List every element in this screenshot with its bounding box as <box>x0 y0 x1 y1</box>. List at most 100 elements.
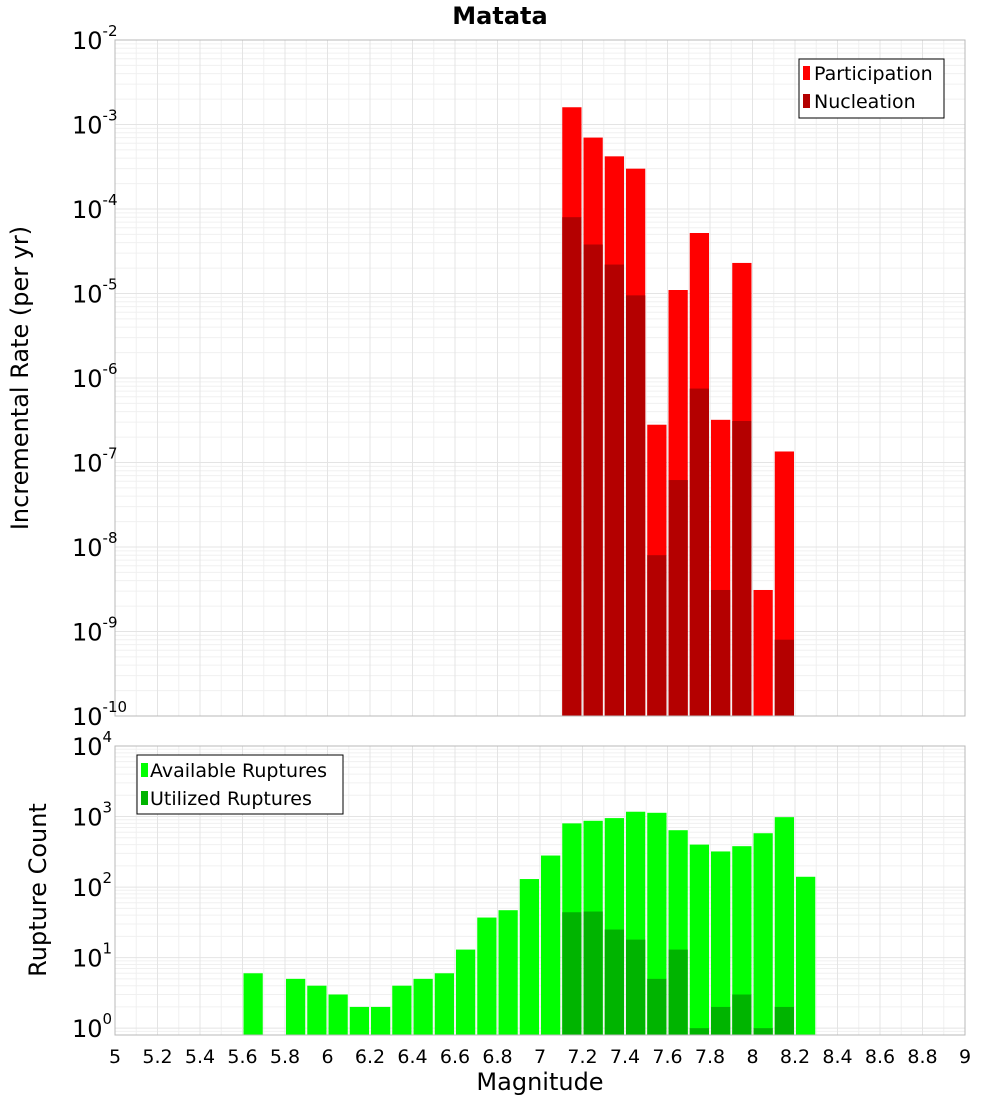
count-grid <box>115 745 965 1035</box>
count-bar-available-ruptures <box>307 985 327 1035</box>
rate-bar-participation <box>753 589 773 716</box>
count-plot-frame <box>114 745 966 1036</box>
x-tick-label: 8.8 <box>907 1046 937 1068</box>
rate-bar-nucleation <box>774 639 794 716</box>
x-tick-label: 6.6 <box>440 1046 470 1068</box>
count-bar-available-ruptures <box>371 1006 391 1035</box>
count-bars <box>243 811 816 1035</box>
x-tick-label: 5.2 <box>142 1046 172 1068</box>
rate-bar-nucleation <box>626 295 646 716</box>
count-y-tick-label: 104 <box>72 728 112 761</box>
rate-bar-nucleation <box>562 217 582 716</box>
count-bar-available-ruptures <box>541 855 561 1035</box>
count-legend: Available Ruptures Utilized Ruptures <box>136 754 344 815</box>
count-bar-utilized-ruptures <box>583 911 603 1035</box>
count-bar-utilized-ruptures <box>647 978 667 1035</box>
count-bar-available-ruptures <box>328 994 348 1035</box>
count-bar-utilized-ruptures <box>689 1028 709 1035</box>
rate-plot-frame <box>114 39 966 717</box>
x-tick-label: 6.4 <box>397 1046 427 1068</box>
x-tick-label: 7.4 <box>610 1046 640 1068</box>
x-tick-labels: 5 5.2 5.4 5.6 5.8 6 6.2 6.4 6.6 6.8 7 7.2 7.4 7.6 7.8 8… <box>109 1046 971 1068</box>
legend-label-available: Available Ruptures <box>150 760 327 782</box>
rate-bar-nucleation <box>711 589 731 716</box>
rate-y-axis-label: Incremental Rate (per yr) <box>6 226 34 530</box>
rate-bar-nucleation <box>668 480 688 716</box>
count-y-tick-label: 100 <box>72 1010 112 1043</box>
rate-y-tick-label: 10-8 <box>72 529 118 562</box>
rate-bar-nucleation <box>647 555 667 716</box>
rate-bar-nucleation <box>689 388 709 716</box>
rate-y-tick-label: 10-7 <box>72 445 118 478</box>
rate-y-tick-label: 10-10 <box>72 698 127 731</box>
x-tick-label: 8.4 <box>822 1046 852 1068</box>
legend-label-utilized: Utilized Ruptures <box>150 788 312 810</box>
count-y-ticks: 104 103 102 101 100 <box>72 728 112 1043</box>
count-bar-available-ruptures <box>753 833 773 1035</box>
x-tick-label: 5.4 <box>185 1046 215 1068</box>
count-bar-utilized-ruptures <box>753 1028 773 1035</box>
count-bar-utilized-ruptures <box>774 1006 794 1035</box>
count-bar-available-ruptures <box>349 1006 369 1035</box>
rate-y-tick-label: 10-6 <box>72 360 118 393</box>
x-tick-label: 7 <box>534 1046 546 1068</box>
legend-swatch-participation <box>803 66 810 80</box>
rate-panel: 10-2 10-3 10-4 10-5 10-6 10-7 10-8 10-9 10-10 In… <box>6 22 966 731</box>
x-tick-label: 8 <box>746 1046 758 1068</box>
rate-y-ticks: 10-2 10-3 10-4 10-5 10-6 10-7 10-8 10-9 10-10 <box>72 22 127 731</box>
count-bar-available-ruptures <box>732 846 752 1035</box>
count-bar-available-ruptures <box>413 978 433 1035</box>
rate-y-tick-label: 10-3 <box>72 107 118 140</box>
count-bar-utilized-ruptures <box>562 912 582 1035</box>
x-tick-label: 6.2 <box>355 1046 385 1068</box>
count-bar-available-ruptures <box>477 917 497 1035</box>
legend-label-nucleation: Nucleation <box>814 91 916 113</box>
count-y-axis-label: Rupture Count <box>24 803 52 977</box>
count-bar-available-ruptures <box>498 910 518 1035</box>
x-tick-label: 8.2 <box>780 1046 810 1068</box>
rate-y-tick-label: 10-9 <box>72 614 118 647</box>
count-bar-available-ruptures <box>796 876 816 1035</box>
rate-legend-box <box>798 58 945 119</box>
count-bar-available-ruptures <box>456 949 476 1035</box>
count-bar-available-ruptures <box>286 978 306 1035</box>
count-bar-available-ruptures <box>519 879 539 1035</box>
rate-legend: Participation Nucleation <box>798 58 945 119</box>
count-bar-utilized-ruptures <box>604 929 624 1035</box>
rate-y-tick-label: 10-4 <box>72 191 118 224</box>
count-bar-available-ruptures <box>392 985 412 1035</box>
x-tick-label: 6 <box>321 1046 333 1068</box>
count-bar-utilized-ruptures <box>732 994 752 1035</box>
count-bar-utilized-ruptures <box>711 1006 731 1035</box>
count-y-tick-label: 102 <box>72 869 112 902</box>
x-tick-label: 7.8 <box>695 1046 725 1068</box>
count-y-tick-label: 101 <box>72 940 112 973</box>
count-bar-available-ruptures <box>711 851 731 1035</box>
x-tick-label: 5.6 <box>227 1046 257 1068</box>
x-tick-label: 9 <box>959 1046 971 1068</box>
rate-y-tick-label: 10-5 <box>72 276 118 309</box>
x-axis-label: Magnitude <box>476 1068 603 1096</box>
count-bar-available-ruptures <box>434 973 454 1035</box>
rate-bar-nucleation <box>732 420 752 716</box>
count-bar-utilized-ruptures <box>668 949 688 1035</box>
count-bar-available-ruptures <box>243 973 263 1035</box>
x-tick-label: 8.6 <box>865 1046 895 1068</box>
chart-title: Matata <box>452 2 547 30</box>
rate-bars <box>562 107 794 717</box>
rate-bar-nucleation <box>604 264 624 716</box>
count-bar-available-ruptures <box>774 817 794 1035</box>
legend-swatch-available <box>141 763 148 777</box>
x-tick-label: 5.8 <box>270 1046 300 1068</box>
count-y-tick-label: 103 <box>72 799 112 832</box>
legend-label-participation: Participation <box>814 63 933 85</box>
x-tick-label: 5 <box>109 1046 121 1068</box>
count-bar-available-ruptures <box>689 844 709 1035</box>
legend-swatch-utilized <box>141 791 148 805</box>
x-tick-label: 6.8 <box>482 1046 512 1068</box>
count-legend-box <box>136 754 344 815</box>
count-bar-utilized-ruptures <box>626 939 646 1035</box>
legend-swatch-nucleation <box>803 94 810 108</box>
rate-y-tick-label: 10-2 <box>72 22 118 55</box>
